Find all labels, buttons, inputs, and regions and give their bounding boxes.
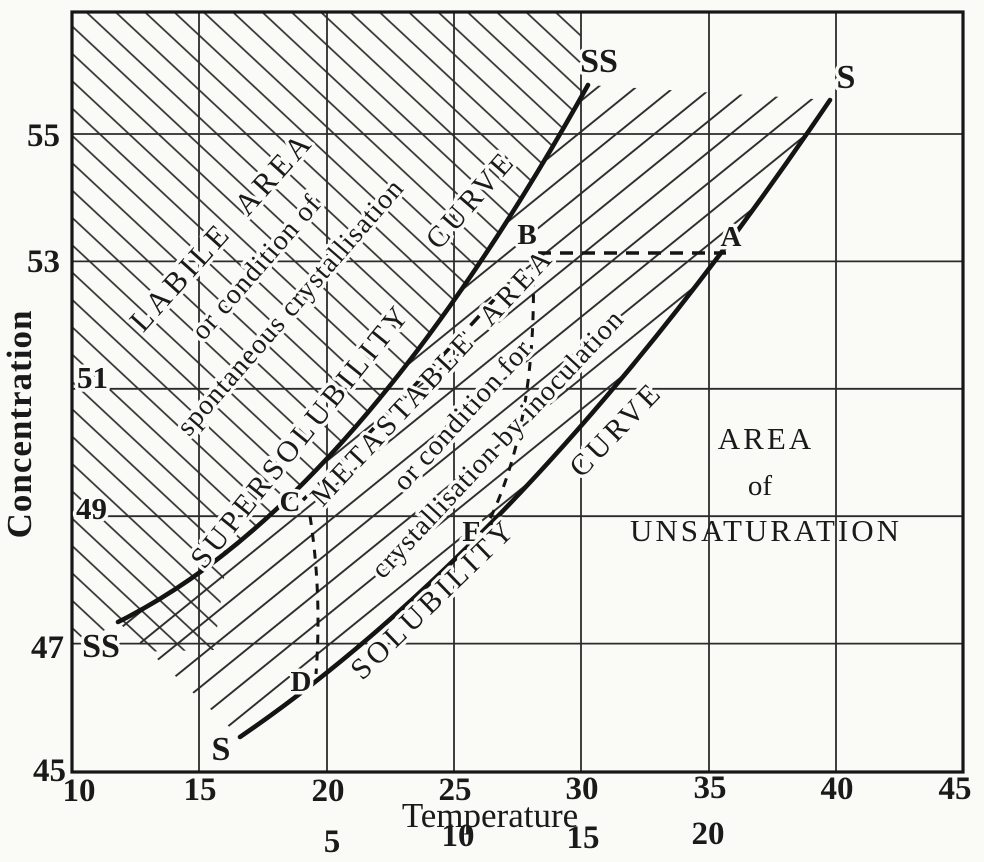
point-label-d: D bbox=[291, 666, 312, 698]
x-secondary-tick-15: 15 bbox=[567, 820, 600, 856]
x-tick-35: 35 bbox=[694, 770, 727, 806]
x-tick-10: 10 bbox=[63, 773, 96, 809]
dashed-path-c-b bbox=[301, 260, 530, 502]
unsaturation-area-label-3: UNSATURATION bbox=[630, 513, 902, 548]
x-secondary-tick-5: 5 bbox=[324, 824, 341, 860]
plot-border bbox=[70, 10, 965, 774]
point-label-c: C bbox=[280, 486, 301, 518]
point-label-a: A bbox=[721, 221, 742, 253]
point-label-e: E bbox=[462, 516, 481, 548]
labile-area-hatch bbox=[72, 12, 588, 650]
x-tick-40: 40 bbox=[821, 771, 854, 807]
dashed-path-c-d bbox=[308, 515, 320, 675]
metastable-area-hatch bbox=[118, 85, 830, 737]
solubility-top-end-label: S bbox=[837, 59, 856, 96]
supersolubility-top-end-label: SS bbox=[580, 43, 618, 80]
supersolubility-curve bbox=[115, 82, 591, 625]
y-tick-45: 45 bbox=[33, 753, 66, 789]
x-tick-20: 20 bbox=[312, 773, 345, 809]
unsaturation-area-label-1: AREA bbox=[718, 421, 814, 456]
y-tick-55: 55 bbox=[27, 118, 60, 154]
x-axis-title: Temperature bbox=[402, 796, 578, 835]
y-tick-51: 51 bbox=[77, 360, 108, 395]
x-tick-15: 15 bbox=[184, 772, 217, 808]
y-tick-47: 47 bbox=[31, 630, 64, 666]
x-tick-30: 30 bbox=[566, 771, 599, 807]
point-label-b: B bbox=[517, 219, 536, 251]
dashed-path-b-e bbox=[487, 259, 535, 522]
unsaturation-area-label-2: of bbox=[748, 470, 773, 502]
x-tick-45: 45 bbox=[939, 771, 972, 807]
y-tick-53: 53 bbox=[27, 244, 60, 280]
x-secondary-tick-20: 20 bbox=[692, 816, 725, 852]
x-tick-25: 25 bbox=[439, 772, 472, 808]
x-secondary-tick-10: 10 bbox=[442, 818, 475, 854]
solubility-bottom-end-label: S bbox=[212, 731, 231, 768]
solubility-curve bbox=[237, 97, 833, 740]
y-tick-49: 49 bbox=[76, 491, 107, 526]
y-axis-title: Concentration bbox=[0, 310, 39, 539]
supersolubility-bottom-end-label: SS bbox=[82, 628, 120, 665]
gridlines bbox=[72, 12, 963, 772]
